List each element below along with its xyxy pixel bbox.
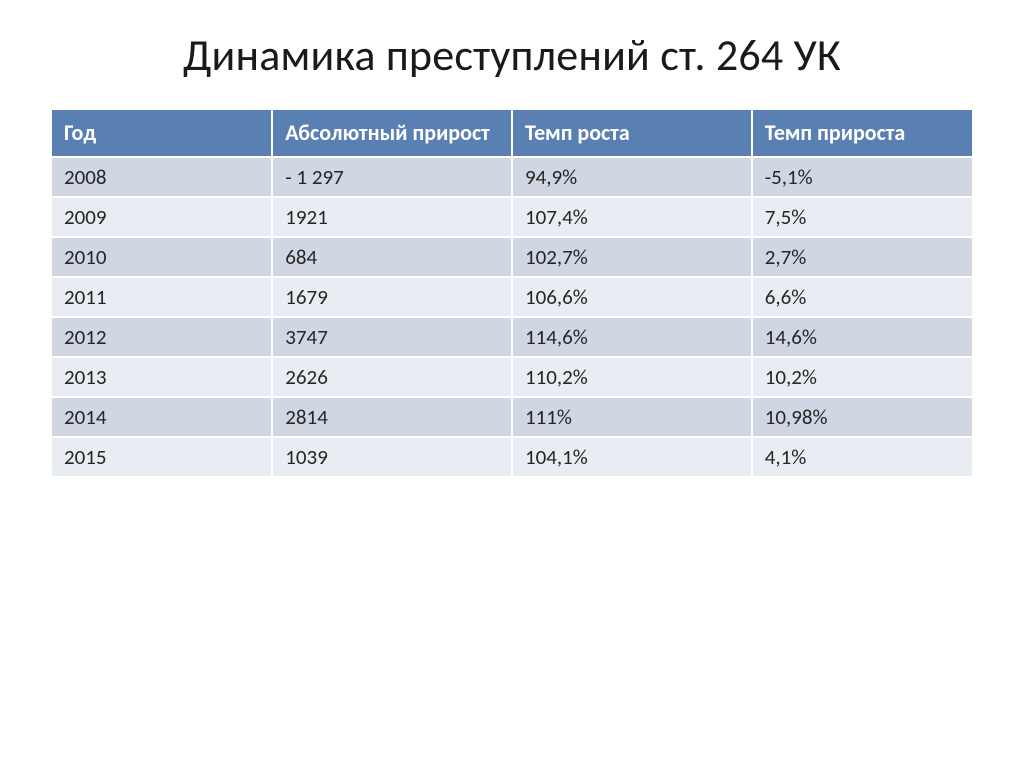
cell-increase: 6,6% xyxy=(752,277,973,317)
cell-growth: 107,4% xyxy=(512,197,752,237)
cell-increase: 10,98% xyxy=(752,397,973,437)
cell-increase: 7,5% xyxy=(752,197,973,237)
cell-year: 2009 xyxy=(51,197,272,237)
table-row: 20132626110,2%10,2% xyxy=(51,357,973,397)
table-row: 20111679106,6%6,6% xyxy=(51,277,973,317)
cell-increase: 14,6% xyxy=(752,317,973,357)
table-row: 2008- 1 29794,9%-5,1% xyxy=(51,157,973,197)
col-header-increase: Темп прироста xyxy=(752,109,973,157)
cell-year: 2011 xyxy=(51,277,272,317)
cell-growth: 114,6% xyxy=(512,317,752,357)
cell-growth: 102,7% xyxy=(512,237,752,277)
cell-abs: 1921 xyxy=(272,197,512,237)
cell-year: 2013 xyxy=(51,357,272,397)
table-row: 2010684102,7%2,7% xyxy=(51,237,973,277)
table-header-row: Год Абсолютный прирост Темп роста Темп п… xyxy=(51,109,973,157)
cell-year: 2012 xyxy=(51,317,272,357)
cell-abs: 3747 xyxy=(272,317,512,357)
cell-increase: -5,1% xyxy=(752,157,973,197)
cell-abs: 2814 xyxy=(272,397,512,437)
cell-growth: 110,2% xyxy=(512,357,752,397)
cell-growth: 111% xyxy=(512,397,752,437)
cell-increase: 10,2% xyxy=(752,357,973,397)
cell-growth: 94,9% xyxy=(512,157,752,197)
cell-year: 2014 xyxy=(51,397,272,437)
col-header-year: Год xyxy=(51,109,272,157)
table-body: 2008- 1 29794,9%-5,1%20091921107,4%7,5%2… xyxy=(51,157,973,477)
cell-abs: 1039 xyxy=(272,437,512,477)
table-row: 20142814111%10,98% xyxy=(51,397,973,437)
cell-abs: - 1 297 xyxy=(272,157,512,197)
cell-increase: 4,1% xyxy=(752,437,973,477)
cell-growth: 106,6% xyxy=(512,277,752,317)
cell-increase: 2,7% xyxy=(752,237,973,277)
slide: Динамика преступлений ст. 264 УК Год Абс… xyxy=(0,0,1024,768)
cell-year: 2015 xyxy=(51,437,272,477)
cell-abs: 2626 xyxy=(272,357,512,397)
cell-abs: 1679 xyxy=(272,277,512,317)
crime-dynamics-table: Год Абсолютный прирост Темп роста Темп п… xyxy=(50,108,974,478)
table-row: 20091921107,4%7,5% xyxy=(51,197,973,237)
cell-year: 2008 xyxy=(51,157,272,197)
cell-year: 2010 xyxy=(51,237,272,277)
col-header-growth: Темп роста xyxy=(512,109,752,157)
table-row: 20123747114,6%14,6% xyxy=(51,317,973,357)
cell-abs: 684 xyxy=(272,237,512,277)
cell-growth: 104,1% xyxy=(512,437,752,477)
page-title: Динамика преступлений ст. 264 УК xyxy=(50,28,974,82)
col-header-abs: Абсолютный прирост xyxy=(272,109,512,157)
table-row: 20151039104,1%4,1% xyxy=(51,437,973,477)
